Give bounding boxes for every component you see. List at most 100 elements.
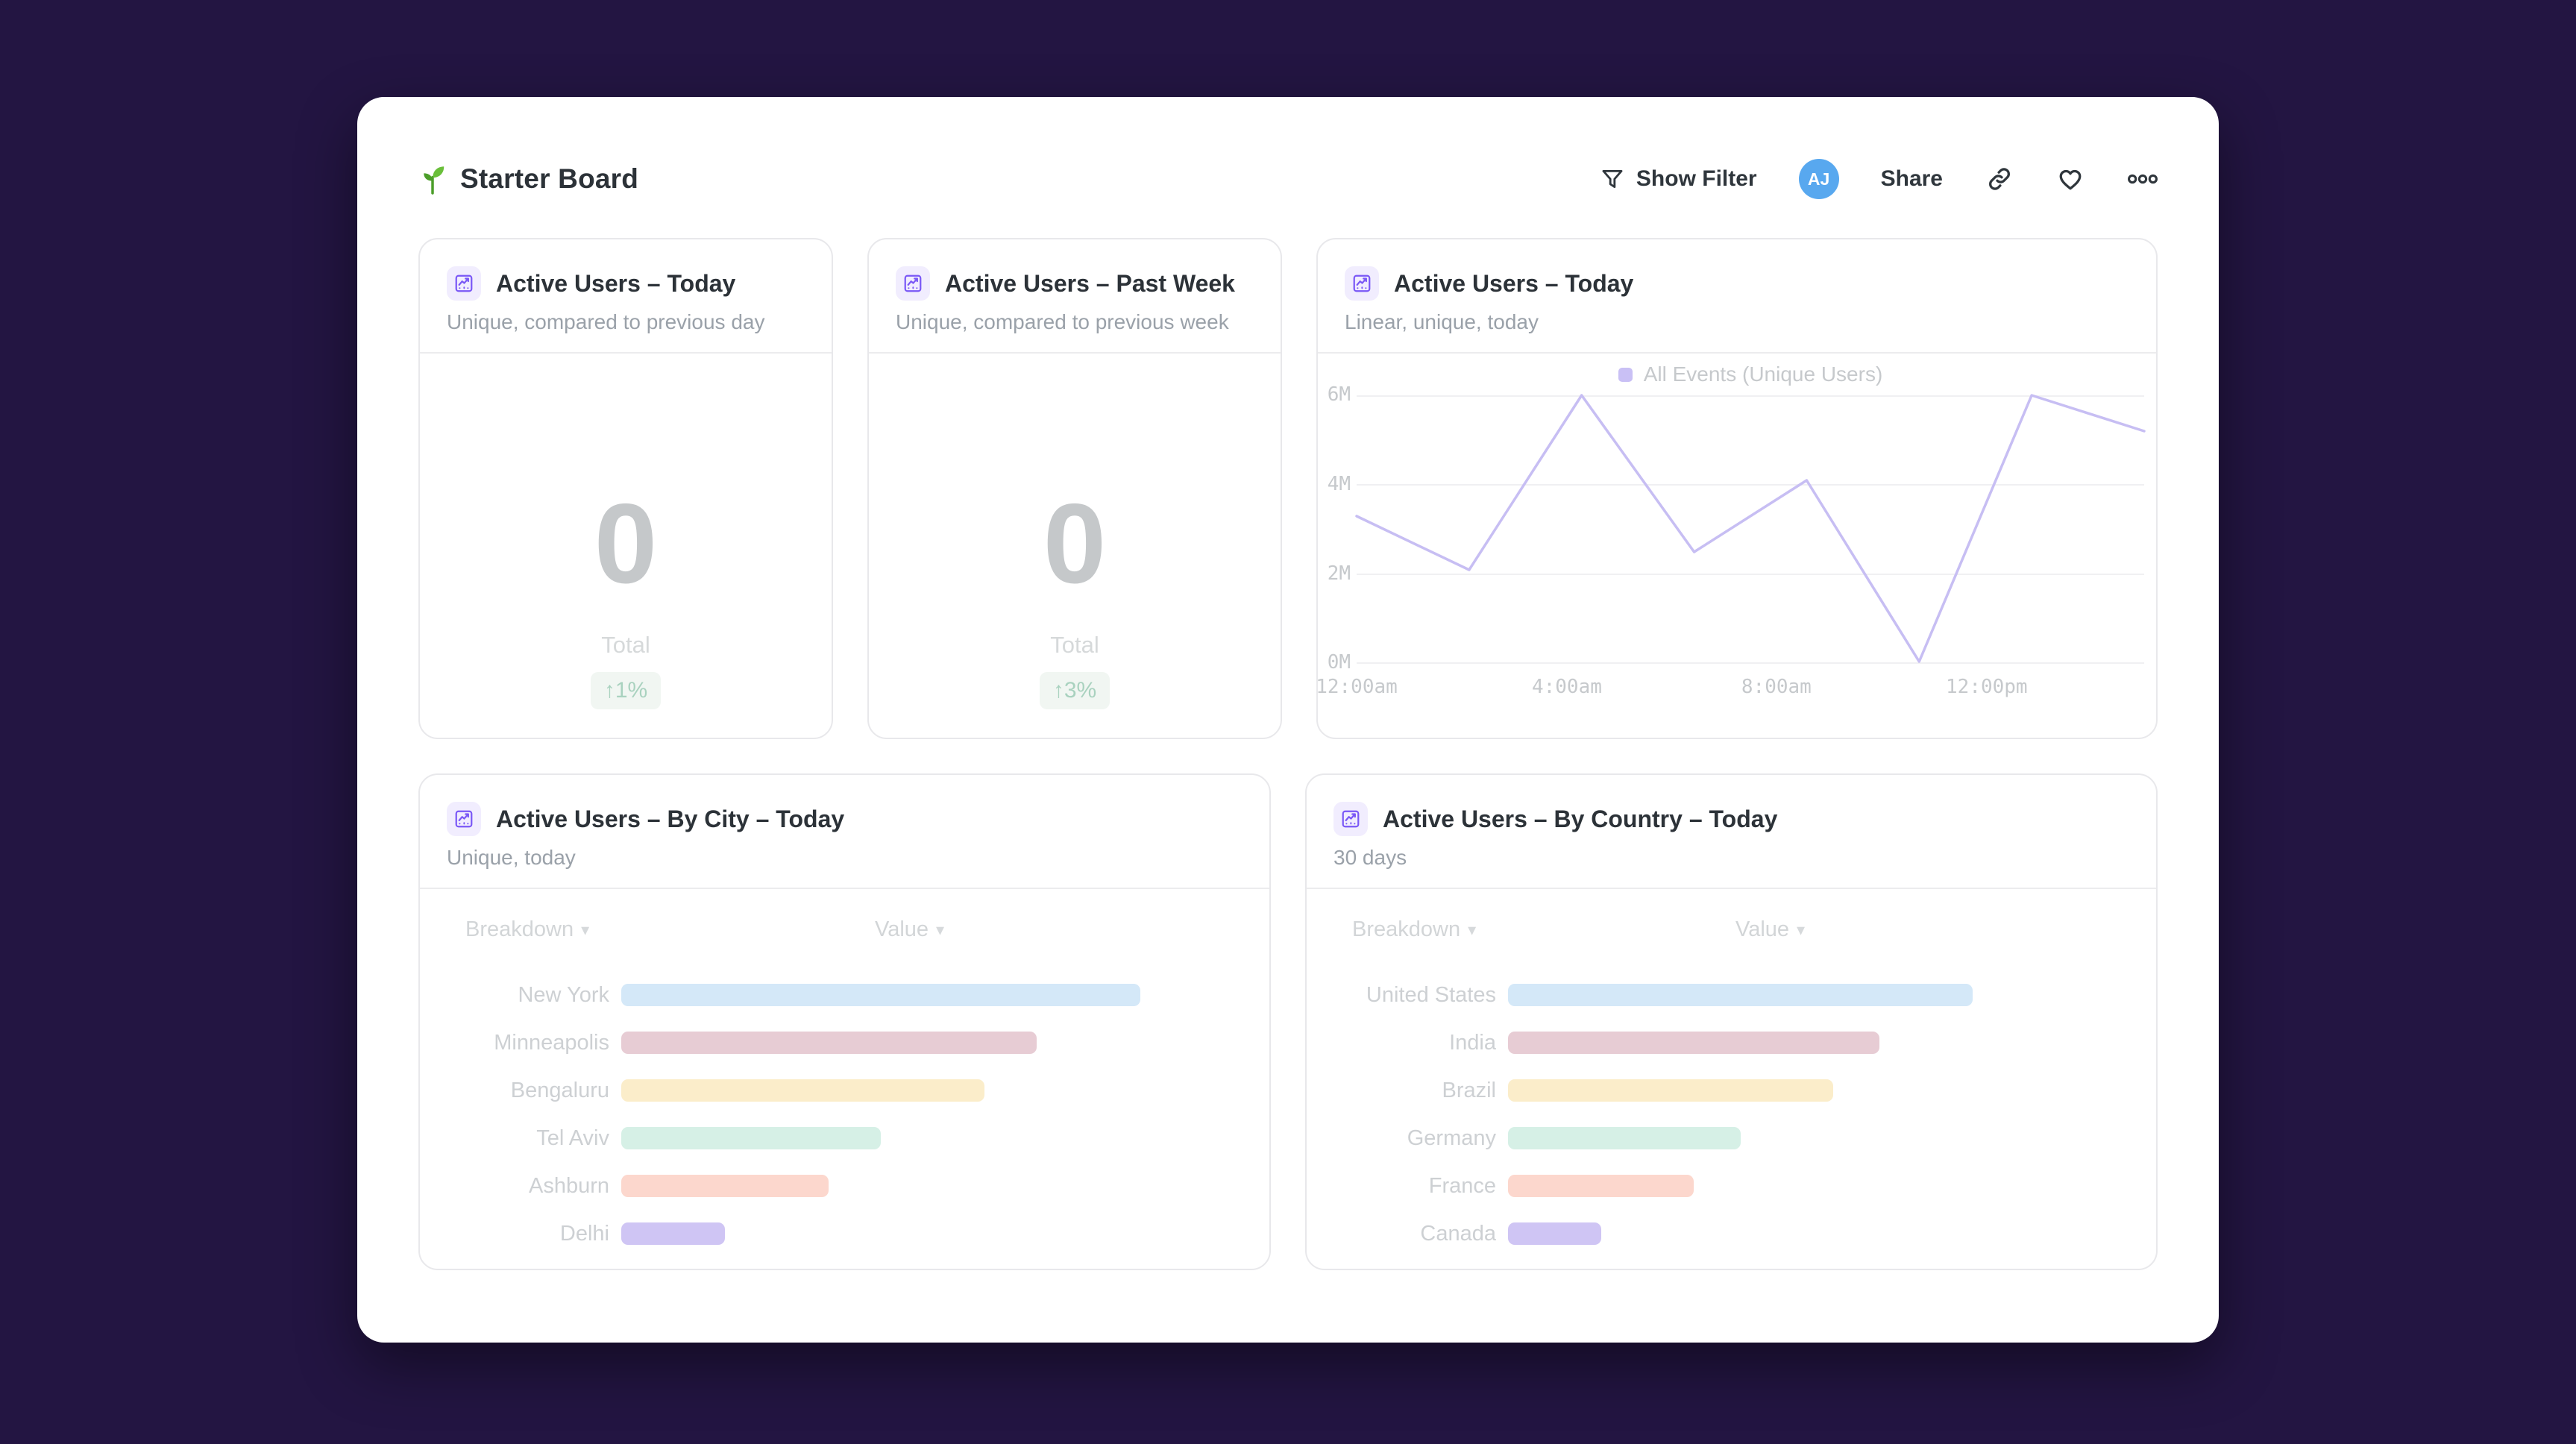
chevron-down-icon: ▾ bbox=[581, 920, 590, 939]
breakdown-column-header[interactable]: Breakdown ▾ bbox=[465, 917, 589, 942]
page-title: Starter Board bbox=[460, 163, 639, 194]
row-label: Canada bbox=[1420, 1221, 1496, 1246]
table-row: Canada bbox=[1333, 1210, 2129, 1258]
line-chart-plot bbox=[1355, 394, 2146, 664]
kpi-body: 0 Total ↑3% bbox=[869, 352, 1281, 738]
value-bar bbox=[621, 1032, 1037, 1054]
chevron-down-icon: ▾ bbox=[1468, 920, 1477, 939]
breakdown-table: Breakdown ▾ Value ▾ New York bbox=[420, 888, 1269, 1269]
chart-legend: All Events (Unique Users) bbox=[1357, 354, 2144, 395]
row-label: Bengaluru bbox=[510, 1078, 609, 1102]
show-filter-label: Show Filter bbox=[1636, 166, 1757, 191]
value-bar bbox=[1508, 1079, 1834, 1102]
y-tick: 4M bbox=[1327, 473, 1351, 495]
value-bar bbox=[621, 1127, 881, 1149]
board-header: Starter Board Show Filter AJ Share bbox=[418, 155, 2158, 203]
gridline bbox=[1357, 574, 2144, 575]
card-title: Active Users – By Country – Today bbox=[1383, 805, 1778, 832]
kpi-delta-badge: ↑3% bbox=[1039, 672, 1110, 709]
card-title: Active Users – Today bbox=[1394, 269, 1634, 297]
card-header: Active Users – By Country – Today 30 day… bbox=[1307, 775, 2156, 888]
table-header-row: Breakdown ▾ Value ▾ bbox=[447, 917, 1243, 944]
value-bar bbox=[1508, 1222, 1601, 1245]
table-row: New York bbox=[447, 971, 1243, 1019]
card-title: Active Users – Past Week bbox=[945, 269, 1235, 297]
ellipsis-icon bbox=[2128, 174, 2158, 184]
card-title: Active Users – Today bbox=[496, 269, 736, 297]
row-label: India bbox=[1449, 1030, 1496, 1055]
breakdown-column-label: Breakdown bbox=[1352, 917, 1461, 941]
card-header: Active Users – Past Week Unique, compare… bbox=[869, 239, 1281, 352]
value-column-label: Value bbox=[875, 917, 929, 941]
chart-icon bbox=[1333, 802, 1368, 836]
table-row: Tel Aviv bbox=[447, 1114, 1243, 1162]
kpi-body: 0 Total ↑1% bbox=[420, 352, 832, 738]
card-active-users-today[interactable]: Active Users – Today Unique, compared to… bbox=[418, 238, 833, 739]
card-header: Active Users – Today Unique, compared to… bbox=[420, 239, 832, 352]
card-header: Active Users – Today Linear, unique, tod… bbox=[1318, 239, 2156, 352]
row-label: Delhi bbox=[559, 1221, 609, 1246]
show-filter-button[interactable]: Show Filter bbox=[1600, 166, 1757, 192]
favorite-button[interactable] bbox=[2056, 166, 2085, 192]
cards-row-1: Active Users – Today Unique, compared to… bbox=[418, 238, 2158, 739]
heart-icon bbox=[2059, 169, 2082, 190]
card-active-users-past-week[interactable]: Active Users – Past Week Unique, compare… bbox=[867, 238, 1282, 739]
row-label: Ashburn bbox=[528, 1173, 609, 1198]
avatar-initials: AJ bbox=[1807, 169, 1830, 189]
chart-icon bbox=[896, 266, 930, 301]
card-active-users-line-chart[interactable]: Active Users – Today Linear, unique, tod… bbox=[1316, 238, 2158, 739]
kpi-delta-badge: ↑1% bbox=[590, 672, 662, 709]
copy-link-button[interactable] bbox=[1986, 166, 2013, 192]
card-subtitle: Unique, compared to previous week bbox=[896, 310, 1229, 333]
table-row: Delhi bbox=[447, 1210, 1243, 1258]
value-bar bbox=[621, 1222, 726, 1245]
x-tick: 8:00am bbox=[1741, 676, 1812, 698]
cards-row-2: Active Users – By City – Today Unique, t… bbox=[418, 773, 2158, 1270]
value-column-header[interactable]: Value ▾ bbox=[875, 917, 944, 942]
more-options-button[interactable] bbox=[2128, 173, 2158, 185]
table-rows: New York Minneapolis Bengaluru Tel bbox=[447, 971, 1243, 1258]
kpi-value: 0 bbox=[1043, 480, 1107, 607]
value-bar bbox=[1508, 984, 1973, 1006]
value-bar bbox=[1508, 1032, 1880, 1054]
card-subtitle: Unique, today bbox=[447, 846, 576, 869]
card-active-users-by-city[interactable]: Active Users – By City – Today Unique, t… bbox=[418, 773, 1271, 1270]
row-label: France bbox=[1428, 1173, 1496, 1198]
y-tick: 2M bbox=[1327, 562, 1351, 585]
table-row: France bbox=[1333, 1162, 2129, 1210]
table-row: Bengaluru bbox=[447, 1067, 1243, 1114]
chart-icon bbox=[447, 266, 481, 301]
share-button[interactable]: Share bbox=[1880, 166, 1943, 191]
kpi-value: 0 bbox=[594, 480, 658, 607]
breakdown-table: Breakdown ▾ Value ▾ United States bbox=[1307, 888, 2156, 1269]
value-column-header[interactable]: Value ▾ bbox=[1735, 917, 1805, 942]
line-series bbox=[1355, 394, 2146, 663]
row-label: Brazil bbox=[1442, 1078, 1496, 1102]
line-chart-body: 6M 4M 2M 0M All Events (Unique Users) bbox=[1318, 352, 2156, 738]
card-active-users-by-country[interactable]: Active Users – By Country – Today 30 day… bbox=[1305, 773, 2158, 1270]
row-label: United States bbox=[1366, 982, 1496, 1007]
dashboard-panel: Starter Board Show Filter AJ Share bbox=[357, 97, 2219, 1343]
row-label: New York bbox=[518, 982, 609, 1007]
card-subtitle: Unique, compared to previous day bbox=[447, 310, 765, 333]
table-header-row: Breakdown ▾ Value ▾ bbox=[1333, 917, 2129, 944]
card-subtitle: Linear, unique, today bbox=[1345, 310, 1539, 333]
chevron-down-icon: ▾ bbox=[1797, 920, 1806, 939]
seedling-icon bbox=[418, 163, 447, 195]
gridline bbox=[1357, 662, 2144, 664]
card-title: Active Users – By City – Today bbox=[496, 805, 845, 832]
value-bar bbox=[1508, 1175, 1694, 1197]
kpi-value-label: Total bbox=[1050, 632, 1099, 658]
legend-swatch-icon bbox=[1618, 367, 1633, 382]
gridline bbox=[1357, 395, 2144, 397]
breakdown-column-header[interactable]: Breakdown ▾ bbox=[1352, 917, 1476, 942]
kpi-value-label: Total bbox=[601, 632, 650, 658]
avatar[interactable]: AJ bbox=[1798, 159, 1839, 199]
legend-label: All Events (Unique Users) bbox=[1643, 362, 1883, 386]
row-label: Germany bbox=[1407, 1126, 1496, 1150]
x-tick: 12:00pm bbox=[1946, 676, 2028, 698]
chart-icon bbox=[1345, 266, 1379, 301]
card-subtitle: 30 days bbox=[1333, 846, 1407, 869]
y-tick: 0M bbox=[1327, 651, 1351, 674]
